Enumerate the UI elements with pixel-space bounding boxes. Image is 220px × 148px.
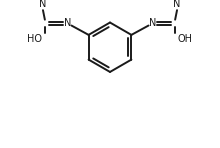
- Text: N: N: [149, 18, 156, 28]
- Text: OH: OH: [178, 34, 193, 44]
- Text: N: N: [39, 0, 47, 9]
- Text: HO: HO: [27, 34, 42, 44]
- Text: N: N: [64, 18, 71, 28]
- Text: N: N: [173, 0, 181, 9]
